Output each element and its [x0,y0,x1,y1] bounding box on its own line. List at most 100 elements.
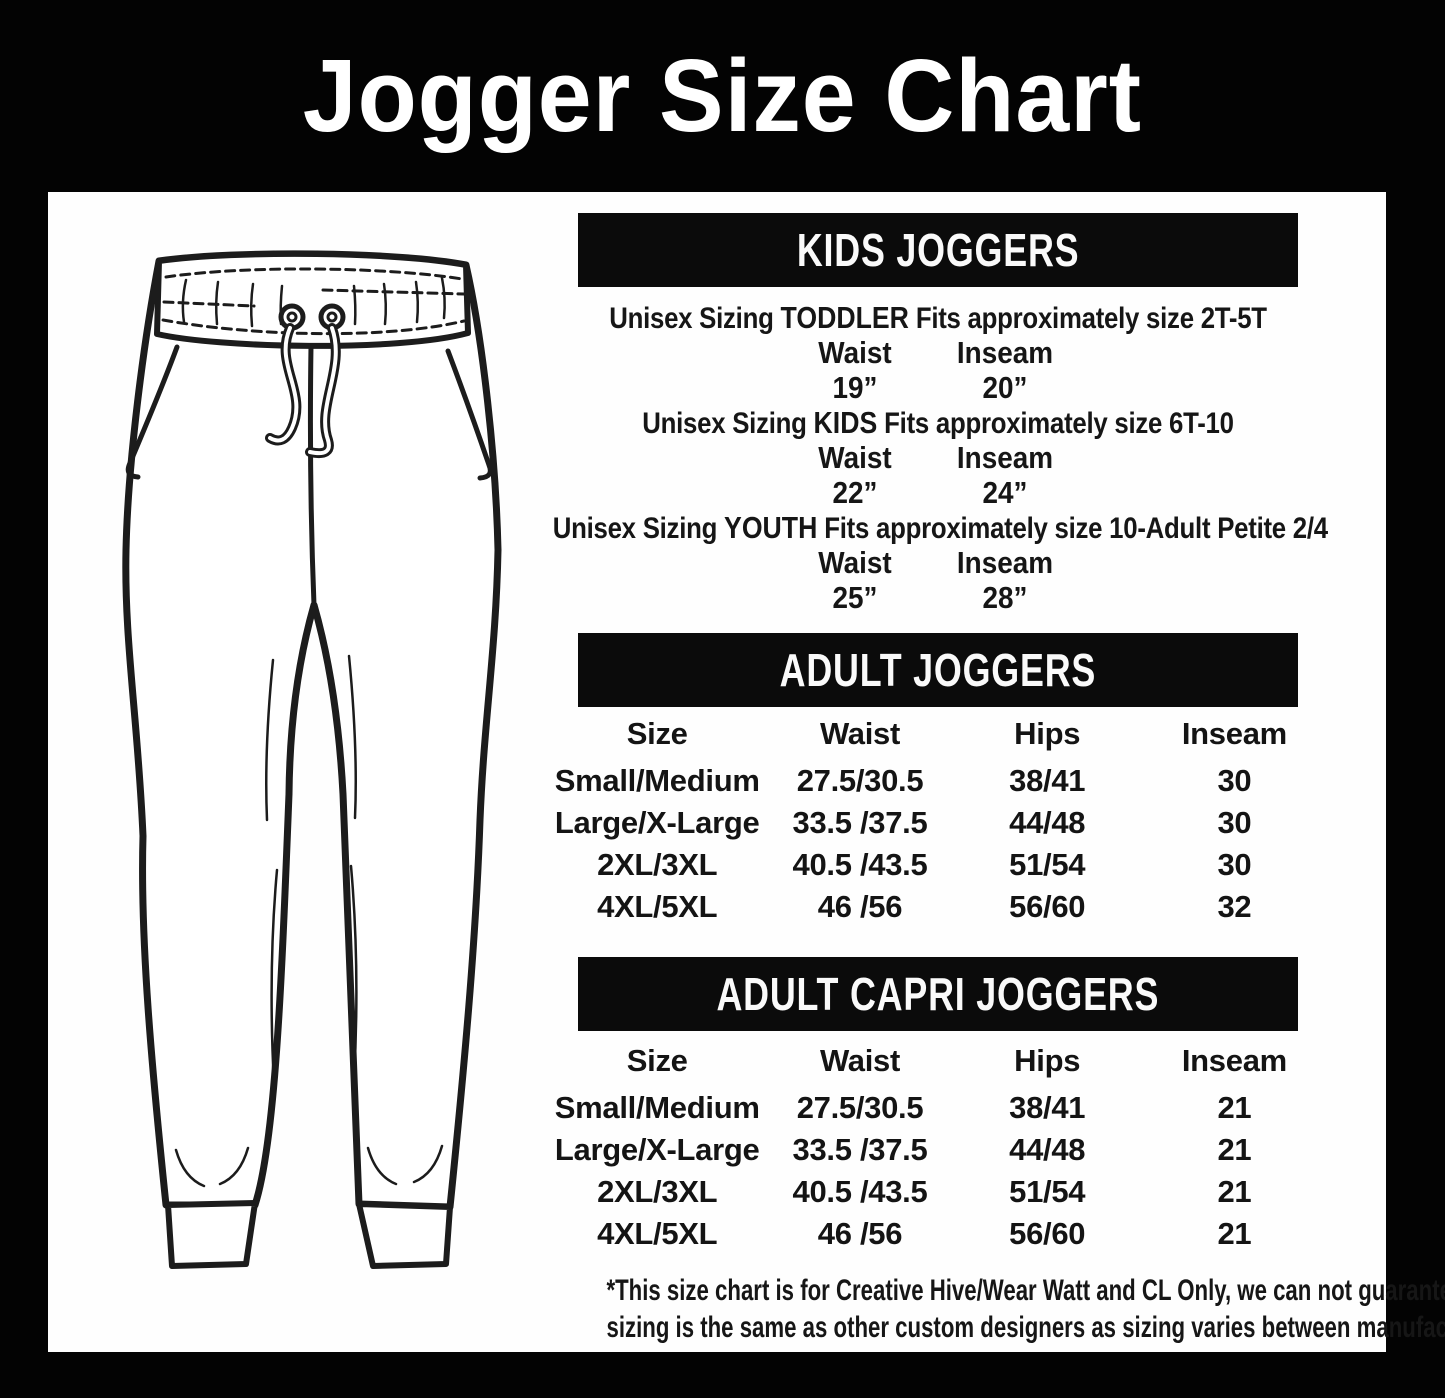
disclaimer-line-1: *This size chart is for Creative Hive/We… [606,1274,1445,1307]
inseam-cell: 21 [1217,1090,1252,1125]
waistband [154,250,471,349]
measurement-values: 22” 24” [780,475,1080,510]
adult-capri-joggers-table: Size Waist Hips Inseam Small/Medium 27.5… [548,1043,1328,1255]
inseam-label: Inseam [956,335,1054,370]
waist-cell: 27.5/30.5 [796,1090,924,1125]
hips-cell: 44/48 [1009,1132,1086,1167]
content-panel: KIDS JOGGERS Unisex Sizing TODDLER Fits … [48,192,1445,1352]
inseam-value: 24” [982,475,1028,510]
waist-value: 19” [832,370,878,405]
waist-label: Waist [818,440,892,475]
adult-joggers-table: Size Waist Hips Inseam Small/Medium 27.5… [548,716,1328,928]
hips-cell: 51/54 [1009,1174,1086,1209]
sizing-suffix: Fits approximately size 10-Adult Petite … [824,512,1328,545]
size-cell: Large/X-Large [554,1132,760,1167]
waistband-stitch-bottom [161,318,466,336]
column-header-size: Size [626,716,688,751]
waist-cell: 46 /56 [817,1216,903,1251]
size-cell: Large/X-Large [554,805,760,840]
kids-sizing-line: Unisex Sizing KIDS Fits approximately si… [553,405,1324,440]
size-cell: 4XL/5XL [597,1216,718,1251]
size-cell: 2XL/3XL [597,847,718,882]
section-header-label: ADULT CAPRI JOGGERS [716,968,1160,1020]
section-header-label: KIDS JOGGERS [796,224,1080,276]
inseam-cell: 30 [1217,847,1252,882]
waist-label: Waist [818,335,892,370]
table-row: Large/X-Large 33.5 /37.5 44/48 30 [548,802,1328,844]
disclaimer-line-2: sizing is the same as other custom desig… [606,1311,1445,1344]
measurement-labels: Waist Inseam [780,545,1080,580]
table-row: Small/Medium 27.5/30.5 38/41 30 [548,760,1328,802]
table-row: 4XL/5XL 46 /56 56/60 32 [548,886,1328,928]
hips-cell: 56/60 [1009,1216,1086,1251]
waistband-stitch-mid-right [321,288,466,296]
sizing-suffix: Fits approximately size 2T-5T [915,302,1267,335]
hips-cell: 38/41 [1009,763,1086,798]
column-header-inseam: Inseam [1181,716,1287,751]
waist-value: 22” [832,475,878,510]
column-header-waist: Waist [819,716,900,751]
center-front-seam [307,343,317,608]
kids-size-group-toddler: Unisex Sizing TODDLER Fits approximately… [490,300,1386,405]
left-ankle-cuff [165,1200,258,1269]
inseam-cell: 32 [1217,889,1252,924]
inseam-value: 20” [982,370,1028,405]
size-cell: Small/Medium [554,763,760,798]
column-header-waist: Waist [819,1043,900,1078]
table-row: Large/X-Large 33.5 /37.5 44/48 21 [548,1129,1328,1171]
right-ankle-cuff [356,1201,453,1269]
table-header-row: Size Waist Hips Inseam [548,716,1328,760]
inseam-cell: 30 [1217,805,1252,840]
page-title: Jogger Size Chart [302,38,1143,153]
leg-creases [174,654,444,1188]
table-row: 2XL/3XL 40.5 /43.5 51/54 21 [548,1171,1328,1213]
kids-sizing-block: Unisex Sizing TODDLER Fits approximately… [490,300,1386,615]
size-chart-column: KIDS JOGGERS Unisex Sizing TODDLER Fits … [490,192,1445,1352]
sizing-prefix: Unisex Sizing [552,512,718,545]
column-header-hips: Hips [1014,716,1081,751]
size-cell: 2XL/3XL [597,1174,718,1209]
inseam-label: Inseam [956,545,1054,580]
waist-label: Waist [818,545,892,580]
section-header-label: ADULT JOGGERS [779,644,1097,696]
waistband-stitch-mid-left [162,300,256,308]
size-name: YOUTH [724,510,818,545]
sizing-prefix: Unisex Sizing [609,302,774,335]
waist-value: 25” [832,580,878,615]
kids-size-group-kids: Unisex Sizing KIDS Fits approximately si… [490,405,1386,510]
right-pocket-seam [445,348,493,481]
kids-sizing-line: Unisex Sizing TODDLER Fits approximately… [553,300,1324,335]
title-band: Jogger Size Chart [0,0,1445,192]
measurement-labels: Waist Inseam [780,440,1080,475]
waist-cell: 46 /56 [817,889,903,924]
table-row: 2XL/3XL 40.5 /43.5 51/54 30 [548,844,1328,886]
hips-cell: 38/41 [1009,1090,1086,1125]
size-cell: Small/Medium [554,1090,760,1125]
kids-size-group-youth: Unisex Sizing YOUTH Fits approximately s… [490,510,1386,615]
measurement-labels: Waist Inseam [780,335,1080,370]
table-row: Small/Medium 27.5/30.5 38/41 21 [548,1087,1328,1129]
inseam-cell: 21 [1217,1216,1252,1251]
jogger-pants-illustration [122,250,502,1269]
table-row: 4XL/5XL 46 /56 56/60 21 [548,1213,1328,1255]
column-header-size: Size [626,1043,688,1078]
inseam-cell: 21 [1217,1174,1252,1209]
hips-cell: 56/60 [1009,889,1086,924]
column-header-hips: Hips [1014,1043,1081,1078]
waist-cell: 33.5 /37.5 [792,1132,928,1167]
kids-sizing-line: Unisex Sizing YOUTH Fits approximately s… [552,510,1328,545]
section-header-adult-joggers: ADULT JOGGERS [578,633,1298,707]
size-name: KIDS [813,405,878,440]
column-header-inseam: Inseam [1181,1043,1287,1078]
inseam-cell: 30 [1217,763,1252,798]
pants-body-outline [122,250,502,1211]
waist-cell: 40.5 /43.5 [792,847,928,882]
hips-cell: 44/48 [1009,805,1086,840]
sizing-suffix: Fits approximately size 6T-10 [884,407,1234,440]
inseam-cell: 21 [1217,1132,1252,1167]
waistband-wrinkles [181,276,446,328]
waist-cell: 40.5 /43.5 [792,1174,928,1209]
section-header-adult-capri-joggers: ADULT CAPRI JOGGERS [578,957,1298,1031]
waist-cell: 33.5 /37.5 [792,805,928,840]
